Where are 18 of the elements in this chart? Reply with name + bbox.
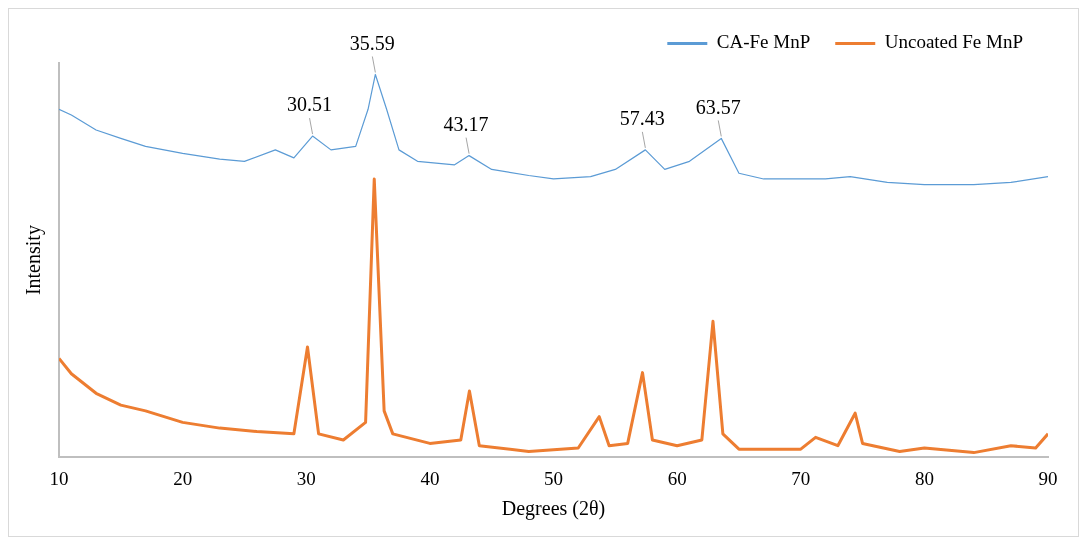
x-tick-label: 60 — [667, 467, 687, 489]
x-tick-label: 70 — [791, 467, 811, 489]
annotation: 43.17 — [443, 112, 489, 135]
annotation: 35.59 — [349, 31, 395, 54]
x-tick-label: 10 — [49, 467, 69, 489]
x-tick-label: 40 — [420, 467, 440, 489]
annotation: 63.57 — [695, 95, 741, 118]
x-tick-label: 20 — [173, 467, 193, 489]
y-axis-title: Intensity — [22, 225, 46, 296]
x-axis-title: Degrees (2θ) — [501, 497, 606, 521]
legend-label: Uncoated Fe MnP — [884, 31, 1024, 53]
x-tick-label: 80 — [914, 467, 934, 489]
x-tick-label: 30 — [296, 467, 316, 489]
annotation: 57.43 — [619, 107, 665, 130]
x-tick-label: 50 — [544, 467, 563, 489]
legend-label: CA-Fe MnP — [716, 31, 811, 53]
x-tick-label: 90 — [1038, 467, 1058, 489]
annotation: 30.51 — [287, 93, 333, 116]
